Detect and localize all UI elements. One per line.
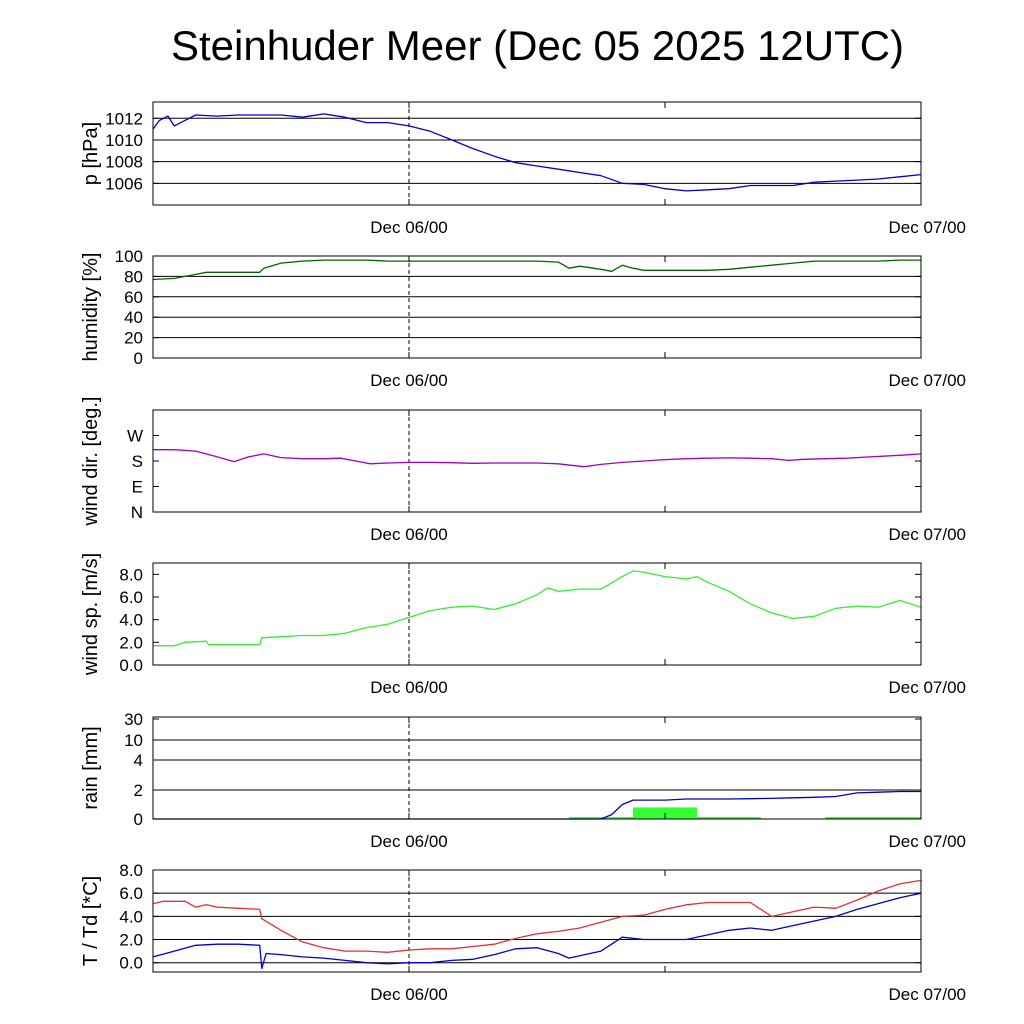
panel-pressure: 1006 1008 1010 1012 Dec 06/00 Dec 07/00 p [hPa… bbox=[80, 101, 967, 237]
plot-frame bbox=[152, 101, 922, 206]
x-tick-label: Dec 06/00 bbox=[370, 218, 448, 237]
panel-rain: 0 2 410 30 Dec 06/00 Dec 07/00 rain [mm] bbox=[80, 710, 966, 851]
y-tick-label: 0.0 bbox=[119, 954, 143, 973]
x-tick-label: Dec 07/00 bbox=[889, 371, 967, 390]
y-tick-label: 4.0 bbox=[119, 611, 143, 630]
panel-temperature: 0.0 2.0 4.0 6.0 8.0 Dec 06/00 Dec 07/00 T / Td … bbox=[80, 861, 966, 1004]
x-tick-label: Dec 06/00 bbox=[370, 371, 448, 390]
y-axis-label: T / Td [*C] bbox=[80, 876, 102, 966]
series-pressure bbox=[152, 113, 922, 192]
y-axis-label: wind sp. [m/s] bbox=[80, 553, 102, 676]
y-tick-label: W bbox=[127, 427, 143, 446]
y-tick-label: 4 bbox=[134, 751, 143, 770]
plot-frame bbox=[152, 409, 922, 513]
plot-frame bbox=[152, 255, 922, 359]
y-tick-label: 1012 bbox=[105, 109, 143, 128]
y-tick-label: N bbox=[131, 503, 143, 522]
plot-frame bbox=[152, 562, 922, 666]
series-wind-speed bbox=[153, 570, 922, 647]
y-tick-label: 1006 bbox=[105, 174, 143, 193]
x-tick-label: Dec 07/00 bbox=[889, 218, 967, 237]
y-tick-label: 80 bbox=[124, 267, 143, 286]
x-tick-label: Dec 06/00 bbox=[370, 832, 448, 851]
panel-wind_speed: 0.0 2.0 4.0 6.0 8.0 Dec 06/00 Dec 07/00 wind sp… bbox=[80, 553, 966, 697]
y-tick-label: 2.0 bbox=[119, 931, 143, 950]
y-tick-label: E bbox=[132, 478, 143, 497]
x-tick-label: Dec 07/00 bbox=[889, 525, 967, 544]
plot-frame bbox=[152, 716, 922, 820]
x-tick-label: Dec 06/00 bbox=[370, 525, 448, 544]
series-t bbox=[152, 879, 922, 953]
y-tick-label: 0 bbox=[134, 810, 143, 829]
y-axis-label: rain [mm] bbox=[80, 726, 102, 809]
y-tick-label: 60 bbox=[124, 288, 143, 307]
y-tick-label: 0 bbox=[134, 349, 143, 368]
y-tick-label: 40 bbox=[124, 308, 143, 327]
series-wind-direction bbox=[153, 449, 922, 468]
rain-bar bbox=[825, 817, 921, 819]
y-tick-label: 6.0 bbox=[119, 588, 143, 607]
plot-frame bbox=[152, 869, 922, 973]
x-tick-label: Dec 06/00 bbox=[370, 985, 448, 1004]
y-axis-label: p [hPa] bbox=[80, 122, 102, 185]
x-tick-label: Dec 07/00 bbox=[889, 678, 967, 697]
rain-bar bbox=[569, 817, 633, 819]
y-tick-label: 2.0 bbox=[119, 633, 143, 652]
y-axis-label: wind dir. [deg.] bbox=[80, 397, 102, 527]
y-tick-label: 4.0 bbox=[119, 907, 143, 926]
y-tick-label: 10 bbox=[124, 731, 143, 750]
series-humidity bbox=[152, 259, 921, 281]
y-tick-label: 6.0 bbox=[119, 884, 143, 903]
y-tick-label: S bbox=[132, 452, 143, 471]
y-tick-label: 100 bbox=[115, 247, 143, 266]
y-tick-label: 8.0 bbox=[119, 565, 143, 584]
y-tick-label: 2 bbox=[134, 781, 143, 800]
rain-bar bbox=[697, 817, 761, 819]
series-td bbox=[152, 892, 922, 970]
series-accumulated-rain bbox=[153, 790, 921, 820]
x-tick-label: Dec 07/00 bbox=[889, 832, 967, 851]
y-tick-label: 1008 bbox=[105, 153, 143, 172]
chart-title: Steinhuder Meer (Dec 05 2025 12UTC) bbox=[170, 22, 905, 69]
y-tick-label: 20 bbox=[124, 329, 143, 348]
x-tick-label: Dec 07/00 bbox=[889, 985, 967, 1004]
x-tick-label: Dec 06/00 bbox=[370, 678, 448, 697]
y-tick-label: 30 bbox=[124, 710, 143, 729]
y-tick-label: 0.0 bbox=[119, 656, 143, 675]
y-tick-label: 8.0 bbox=[119, 861, 143, 880]
y-axis-label: humidity [%] bbox=[80, 253, 102, 362]
y-tick-label: 1010 bbox=[105, 131, 143, 150]
